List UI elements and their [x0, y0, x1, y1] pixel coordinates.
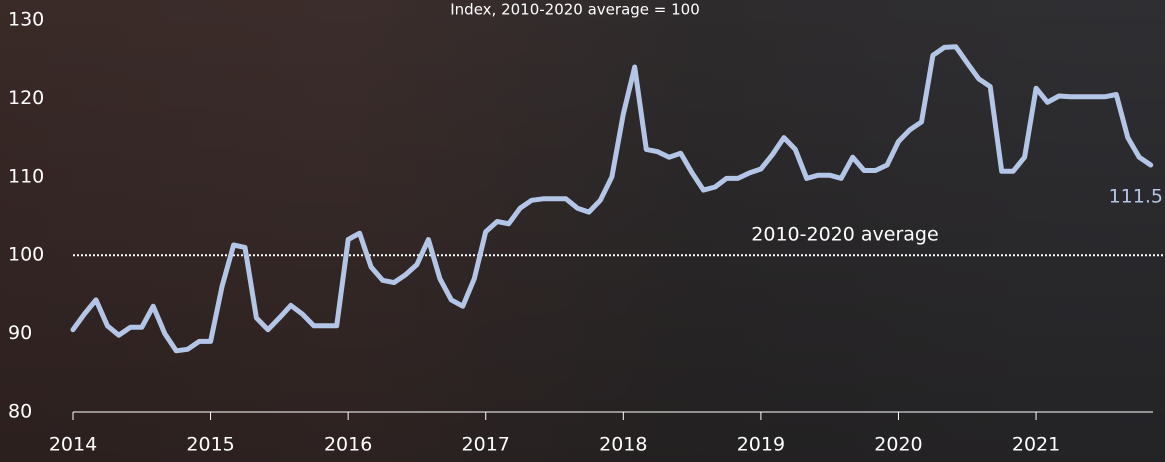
- y-tick-label: 80: [8, 401, 32, 423]
- end-value-label: 111.5: [1109, 186, 1163, 208]
- y-tick-label: 90: [8, 322, 32, 344]
- y-tick-label: 130: [8, 9, 44, 31]
- reference-label: 2010-2020 average: [751, 224, 938, 246]
- x-tick-label: 2017: [462, 434, 510, 456]
- x-tick-label: 2014: [49, 434, 97, 456]
- background-shade: [0, 0, 1165, 462]
- x-tick-label: 2015: [186, 434, 234, 456]
- y-tick-label: 110: [8, 165, 44, 187]
- chart-subtitle: Index, 2010-2020 average = 100: [450, 1, 700, 19]
- x-tick-label: 2019: [737, 434, 785, 456]
- x-tick-label: 2018: [599, 434, 647, 456]
- chart: Index, 2010-2020 average = 100 80 90 100 11…: [0, 0, 1165, 462]
- y-tick-label: 120: [8, 87, 44, 109]
- y-tick-label: 100: [8, 244, 44, 266]
- x-tick-label: 2020: [874, 434, 922, 456]
- x-tick-label: 2021: [1012, 434, 1060, 456]
- x-tick-label: 2016: [324, 434, 372, 456]
